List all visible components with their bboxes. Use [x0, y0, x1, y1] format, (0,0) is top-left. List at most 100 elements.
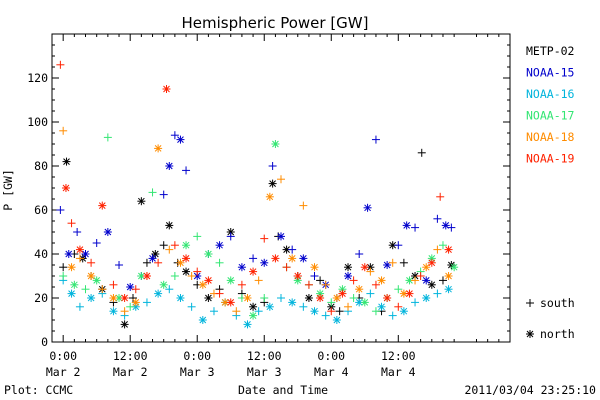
data-point	[254, 307, 263, 316]
data-point	[67, 263, 76, 272]
marker-stroke	[344, 272, 352, 280]
marker-stroke	[244, 294, 251, 302]
x-tick-time-label: 0:00	[49, 349, 77, 363]
y-tick-label: 40	[34, 247, 48, 261]
marker-stroke	[154, 145, 162, 152]
data-point	[344, 272, 353, 280]
marker-stroke	[442, 222, 450, 229]
data-point	[165, 285, 174, 294]
data-point	[260, 234, 269, 243]
marker-stroke	[266, 193, 274, 201]
data-point	[436, 192, 445, 201]
data-point	[304, 294, 313, 302]
marker-stroke	[526, 330, 534, 338]
x-tick-date-label: Mar 2	[46, 365, 81, 379]
data-point	[198, 280, 207, 289]
data-point	[366, 267, 375, 276]
data-point	[293, 272, 302, 280]
marker-stroke	[378, 303, 385, 311]
data-point	[304, 280, 313, 289]
data-point	[277, 232, 285, 241]
data-point	[75, 302, 84, 311]
marker-stroke	[138, 197, 145, 205]
data-point	[427, 280, 436, 289]
data-point	[126, 283, 135, 291]
marker-stroke	[87, 272, 95, 280]
data-point	[193, 232, 202, 241]
data-point	[422, 294, 431, 302]
marker-stroke	[227, 277, 235, 284]
data-point	[355, 285, 364, 294]
data-point	[441, 221, 450, 230]
data-point	[154, 289, 163, 298]
data-point	[103, 133, 112, 142]
data-point	[394, 302, 403, 311]
data-point	[282, 263, 291, 272]
x-tick-time-label: 0:00	[317, 349, 345, 363]
data-point	[226, 276, 235, 285]
data-point	[249, 311, 258, 320]
marker-stroke	[327, 303, 335, 311]
data-point	[165, 245, 174, 254]
data-point	[182, 166, 191, 175]
marker-stroke	[339, 290, 346, 297]
marker-stroke	[355, 285, 363, 293]
data-point	[165, 221, 174, 230]
data-point	[366, 289, 375, 298]
data-point	[417, 148, 426, 157]
data-point	[394, 241, 403, 250]
x-tick-date-label: Mar 3	[180, 365, 215, 379]
data-point	[344, 263, 353, 272]
marker-stroke	[104, 228, 112, 236]
legend-series-label: NOAA-17	[526, 109, 575, 123]
marker-stroke	[422, 277, 430, 284]
legend-series-label: NOAA-18	[526, 130, 575, 144]
y-tick-label: 60	[34, 203, 48, 217]
data-point	[98, 285, 107, 294]
data-point	[249, 302, 258, 311]
data-point	[411, 223, 420, 232]
marker-stroke	[126, 283, 134, 291]
data-point	[388, 311, 397, 320]
x-tick-date-label: Mar 4	[381, 365, 416, 379]
data-point	[321, 280, 330, 289]
data-point	[316, 294, 325, 302]
marker-stroke	[110, 307, 117, 315]
data-point	[332, 294, 341, 302]
y-axis-label: P [GW]	[1, 169, 15, 211]
data-point	[187, 302, 196, 311]
data-point	[81, 250, 90, 258]
marker-stroke	[411, 272, 419, 280]
data-point	[243, 294, 252, 302]
data-point	[427, 258, 436, 267]
data-point	[299, 254, 308, 263]
marker-stroke	[70, 281, 78, 289]
data-point	[316, 276, 325, 285]
chart-title: Hemispheric Power [GW]	[182, 14, 369, 32]
legend-marker-symbol	[526, 299, 534, 307]
data-point	[332, 316, 341, 324]
data-point	[237, 263, 246, 272]
data-point	[265, 302, 274, 311]
marker-stroke	[205, 277, 212, 284]
marker-stroke	[361, 263, 369, 271]
data-point	[254, 276, 263, 285]
marker-stroke	[151, 250, 159, 258]
marker-stroke	[269, 180, 276, 187]
x-tick-time-label: 0:00	[183, 349, 211, 363]
marker-stroke	[445, 285, 452, 293]
marker-stroke	[428, 259, 436, 267]
data-point	[56, 60, 65, 69]
data-point	[120, 307, 129, 316]
data-point	[288, 254, 297, 263]
legend-series-label: NOAA-16	[526, 87, 575, 101]
data-point	[265, 192, 274, 201]
data-point	[310, 263, 319, 272]
data-point	[243, 320, 252, 329]
data-point	[137, 197, 146, 206]
data-point	[447, 223, 456, 232]
marker-stroke	[272, 255, 279, 262]
marker-stroke	[277, 233, 285, 240]
data-marks	[56, 60, 459, 329]
